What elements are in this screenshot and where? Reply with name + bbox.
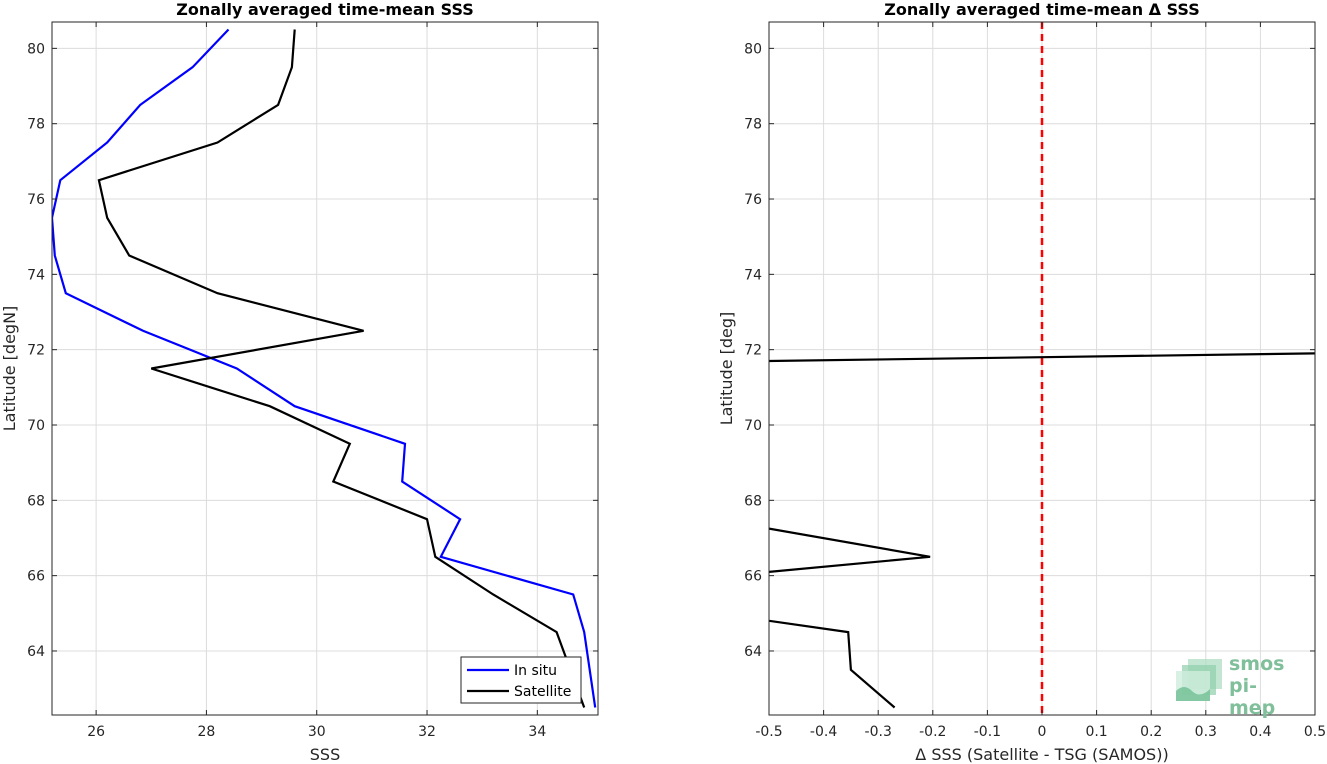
y-tick-label: 78: [744, 117, 762, 133]
legend-label: In situ: [514, 663, 557, 679]
x-tick-label: 34: [528, 724, 546, 740]
y-axis-label: Latitude [deg]: [717, 312, 736, 426]
y-tick-label: 66: [27, 569, 45, 585]
y-tick-label: 74: [744, 267, 762, 283]
y-tick-label: 70: [744, 418, 762, 434]
x-tick-label: -0.1: [974, 724, 1001, 740]
x-tick-label: 0.4: [1249, 724, 1271, 740]
y-tick-label: 66: [744, 569, 762, 585]
logo-line2: pi-mep: [1229, 675, 1276, 719]
chart-title: Zonally averaged time-mean SSS: [176, 0, 474, 19]
x-tick-label: -0.4: [810, 724, 837, 740]
x-tick-label: -0.3: [865, 724, 892, 740]
y-tick-label: 76: [744, 192, 762, 208]
series-line-1: [769, 527, 931, 573]
y-tick-label: 70: [27, 418, 45, 434]
x-axis-label: SSS: [310, 745, 340, 764]
y-tick-label: 72: [744, 343, 762, 359]
x-tick-label: 0.1: [1085, 724, 1107, 740]
logo-line1: smos: [1229, 653, 1285, 675]
x-tick-label: -0.2: [919, 724, 946, 740]
y-tick-label: 64: [27, 644, 45, 660]
y-tick-label: 80: [27, 41, 45, 57]
series-line-2: [769, 352, 1315, 363]
y-tick-label: 76: [27, 192, 45, 208]
y-axis-label: Latitude [degN]: [0, 306, 19, 432]
x-tick-label: 0.5: [1304, 724, 1326, 740]
smos-pi-mep-logo: smos pi-mep: [1176, 653, 1296, 719]
axes-box: [51, 21, 599, 716]
panel-delta-sss: -0.5 -0.4 -0.3 -0.2 -0.1 0 0.1 0.2 0.3 0.4 0.5 64 66…: [717, 0, 1326, 764]
x-tick-label: 0.3: [1195, 724, 1217, 740]
y-tick-label: 80: [744, 41, 762, 57]
logo-wave-icon: [1176, 659, 1222, 701]
x-tick-label: 30: [308, 724, 326, 740]
series-line-satellite: [97, 29, 586, 708]
chart-title: Zonally averaged time-mean Δ SSS: [884, 0, 1200, 19]
y-tick-label: 74: [27, 267, 45, 283]
y-tick-label: 78: [27, 117, 45, 133]
y-tick-label: 64: [744, 644, 762, 660]
x-tick-label: 26: [87, 724, 105, 740]
x-tick-label: 0: [1038, 724, 1047, 740]
legend-box: [460, 656, 582, 704]
series-line-0: [769, 619, 896, 709]
x-axis-label: Δ SSS (Satellite - TSG (SAMOS)): [915, 745, 1168, 764]
y-tick-label: 68: [27, 493, 45, 509]
y-tick-label: 72: [27, 343, 45, 359]
series-line-in-situ: [52, 28, 597, 708]
x-tick-label: 0.2: [1140, 724, 1162, 740]
panel-sss: 26 28 30 32 34 64 66 68 70 72 74 76 78 80 Zonally aver…: [0, 0, 599, 764]
x-tick-label: 28: [198, 724, 216, 740]
x-tick-label: 32: [418, 724, 436, 740]
x-tick-label: -0.5: [755, 724, 782, 740]
y-tick-label: 68: [744, 493, 762, 509]
legend-label: Satellite: [514, 684, 571, 700]
